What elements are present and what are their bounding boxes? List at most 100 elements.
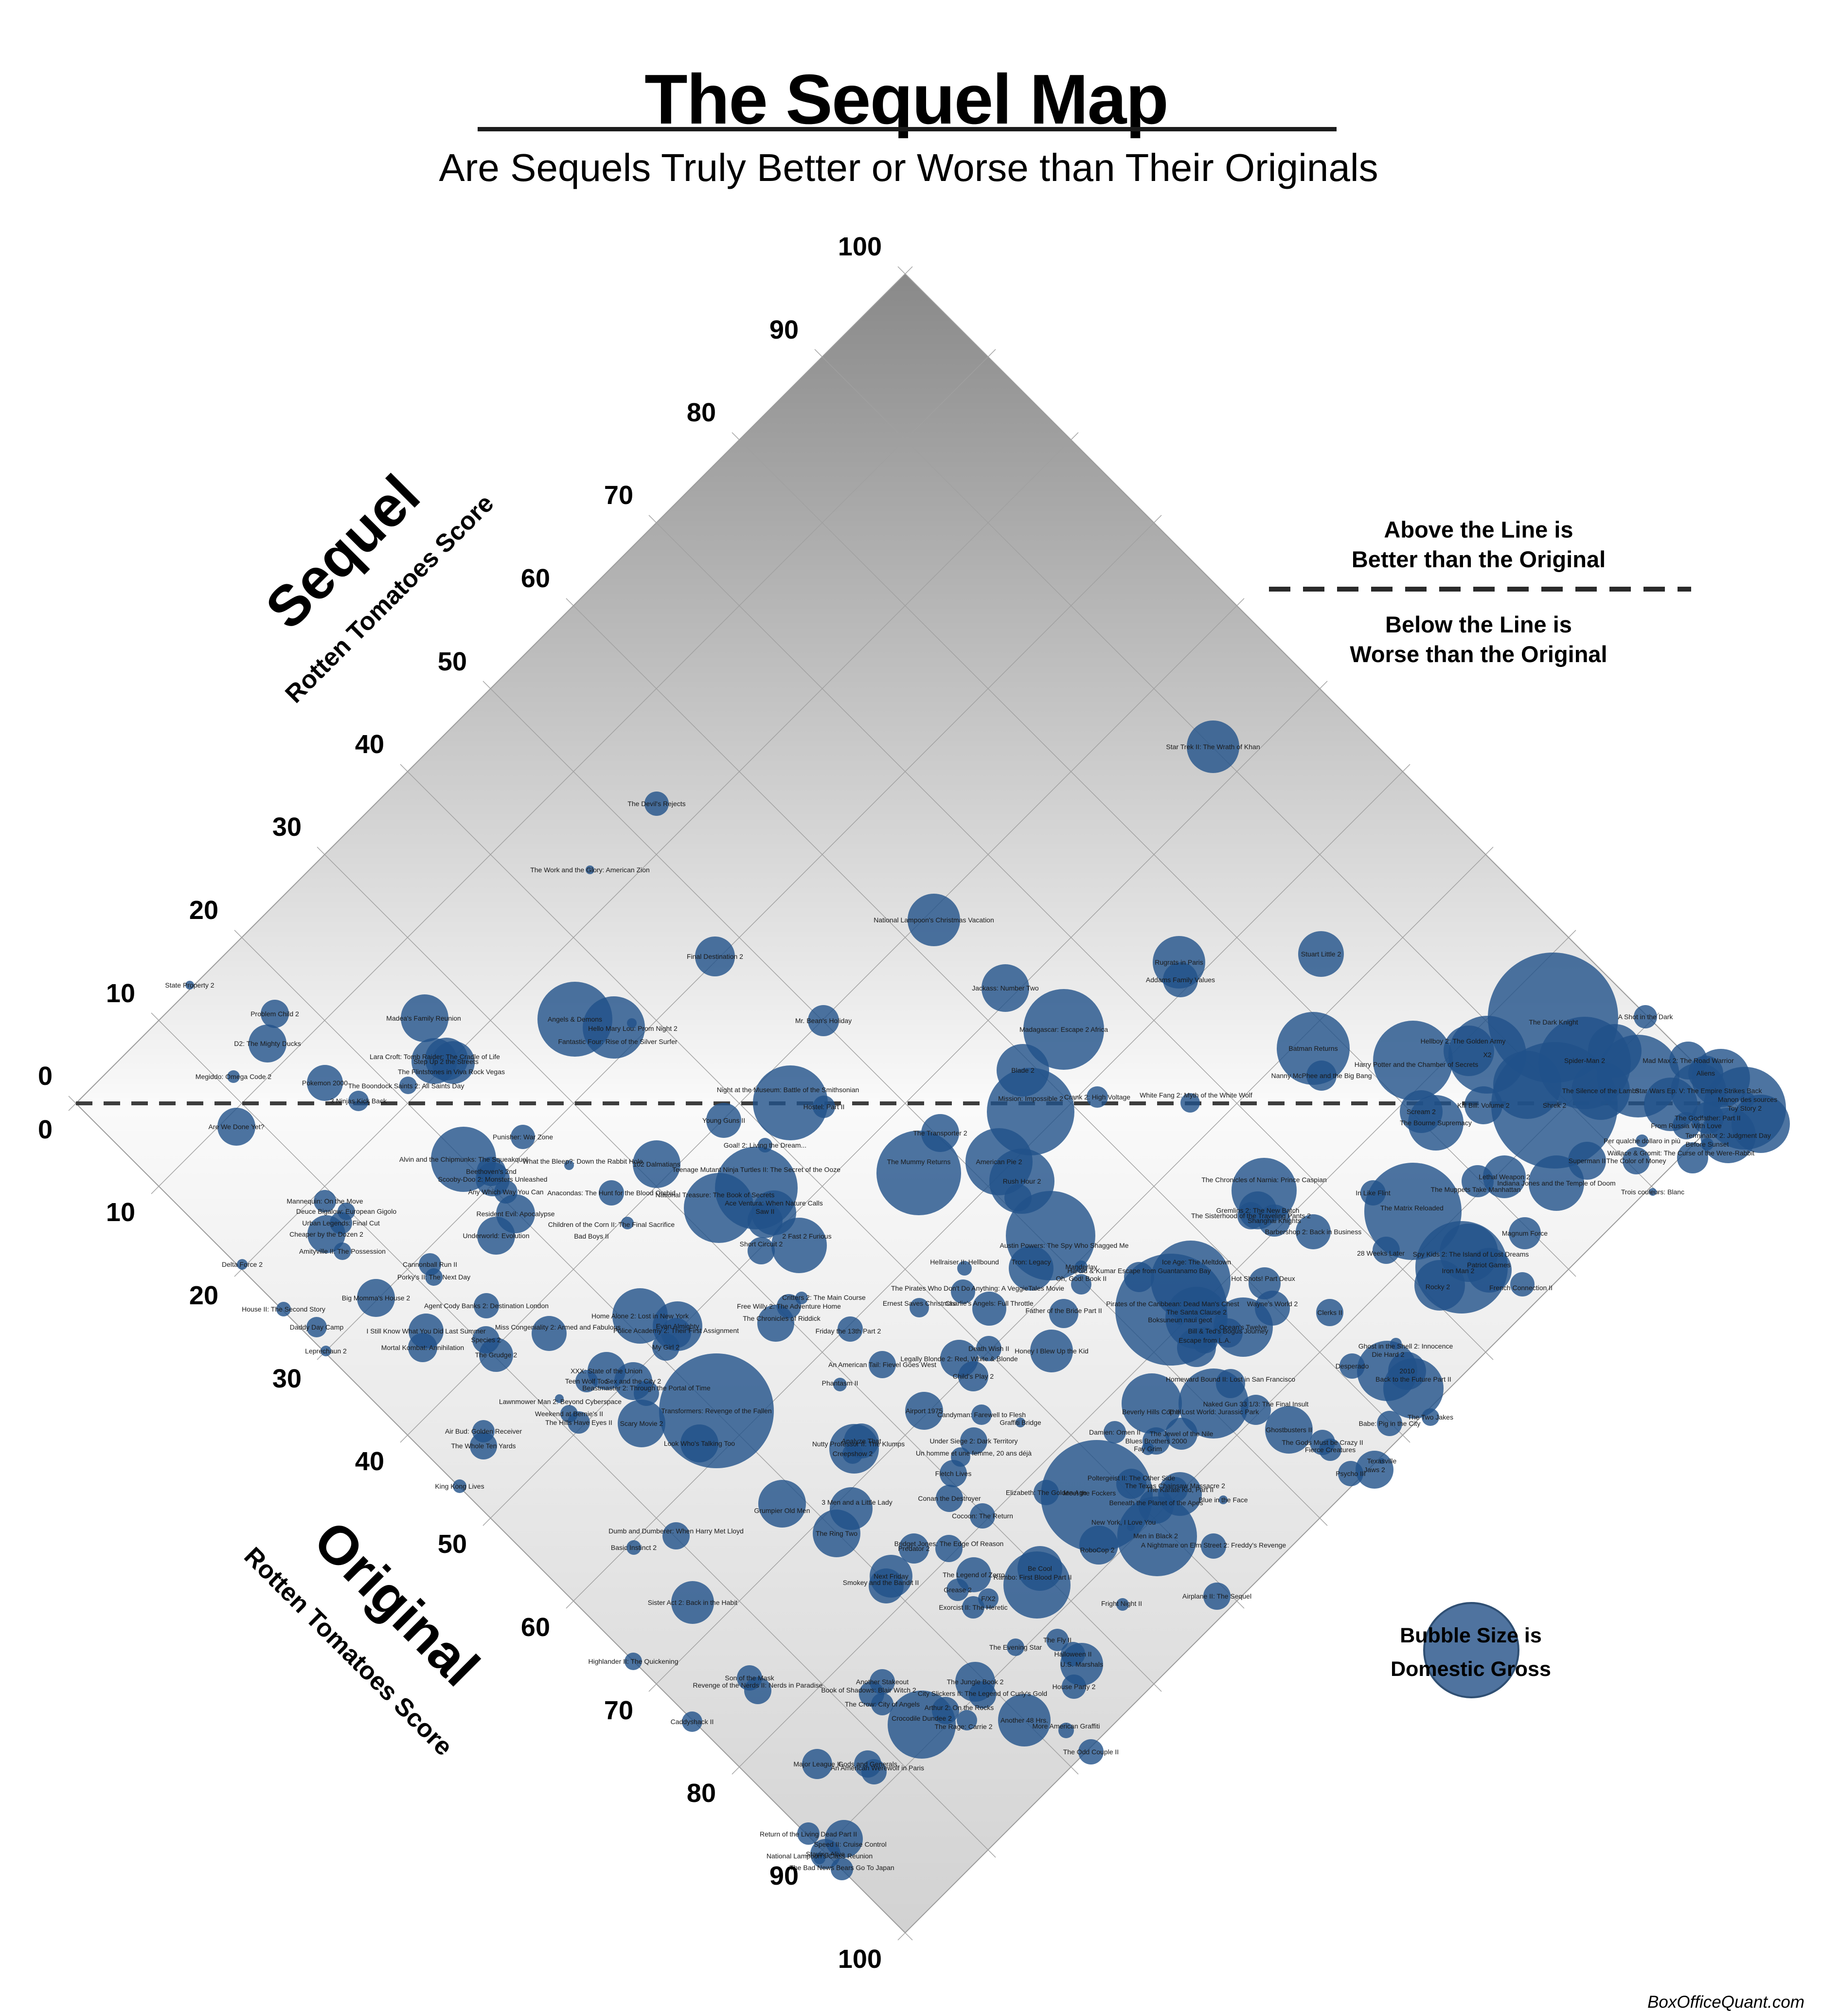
svg-text:Superman II: Superman II xyxy=(1569,1157,1606,1165)
svg-text:Spider-Man 2: Spider-Man 2 xyxy=(1564,1057,1605,1064)
svg-text:Major League II: Major League II xyxy=(793,1760,840,1768)
svg-text:Jackass: Number Two: Jackass: Number Two xyxy=(972,984,1039,992)
svg-text:Scary Movie 2: Scary Movie 2 xyxy=(620,1420,663,1427)
svg-text:Creepshow 2: Creepshow 2 xyxy=(833,1450,873,1458)
svg-text:National Lampoon's Christmas V: National Lampoon's Christmas Vacation xyxy=(874,916,994,924)
svg-text:Evan Almighty: Evan Almighty xyxy=(656,1322,699,1330)
svg-text:Elizabeth: The Golden Age: Elizabeth: The Golden Age xyxy=(1006,1489,1087,1496)
svg-text:Barbershop 2: Back in Business: Barbershop 2: Back in Business xyxy=(1265,1228,1361,1236)
svg-text:Austin Powers: The Spy Who Sha: Austin Powers: The Spy Who Shagged Me xyxy=(1000,1242,1128,1249)
svg-text:Nanny McPhee and the Big Bang: Nanny McPhee and the Big Bang xyxy=(1271,1072,1372,1080)
svg-text:Bad Boys II: Bad Boys II xyxy=(574,1232,609,1240)
svg-text:The Chronicles of Riddick: The Chronicles of Riddick xyxy=(743,1314,821,1322)
svg-text:Batman Returns: Batman Returns xyxy=(1288,1044,1338,1052)
svg-text:King Kong Lives: King Kong Lives xyxy=(435,1482,484,1490)
svg-text:XXX: State of the Union: XXX: State of the Union xyxy=(571,1367,643,1375)
svg-text:Mission: Impossible 2: Mission: Impossible 2 xyxy=(998,1095,1063,1102)
svg-text:Mr. Bean's Holiday: Mr. Bean's Holiday xyxy=(795,1017,852,1025)
svg-text:Desperado: Desperado xyxy=(1336,1362,1369,1370)
svg-text:Rambo: First Blood Part II: Rambo: First Blood Part II xyxy=(993,1573,1071,1581)
svg-text:BoxOfficeQuant.com: BoxOfficeQuant.com xyxy=(1647,1993,1804,2012)
svg-text:RoboCop 2: RoboCop 2 xyxy=(1080,1546,1115,1554)
svg-text:Worse than the Original: Worse than the Original xyxy=(1350,641,1607,667)
svg-text:Children of the Corn II: The F: Children of the Corn II: The Final Sacri… xyxy=(548,1221,675,1228)
svg-text:Die Hard 2: Die Hard 2 xyxy=(1372,1350,1405,1358)
svg-text:Under Siege 2: Dark Territory: Under Siege 2: Dark Territory xyxy=(929,1437,1018,1445)
svg-text:Ghost in the Shell 2: Innocenc: Ghost in the Shell 2: Innocence xyxy=(1358,1342,1453,1350)
svg-text:Nutty Professor II: The Klumps: Nutty Professor II: The Klumps xyxy=(812,1440,905,1448)
svg-text:Big Momma's House 2: Big Momma's House 2 xyxy=(342,1294,411,1302)
svg-text:Beverly Hills Cop III: Beverly Hills Cop III xyxy=(1122,1408,1181,1416)
svg-text:Young Guns II: Young Guns II xyxy=(702,1116,745,1124)
svg-text:Child's Play 2: Child's Play 2 xyxy=(953,1372,994,1380)
svg-text:Free Willy 2: The Adventure Ho: Free Willy 2: The Adventure Home xyxy=(737,1302,841,1310)
svg-text:Highlander II: The Quickening: Highlander II: The Quickening xyxy=(589,1657,678,1665)
svg-text:Another 48 Hrs.: Another 48 Hrs. xyxy=(1000,1716,1048,1724)
svg-text:The Chronicles of Narnia: Prin: The Chronicles of Narnia: Prince Caspian xyxy=(1201,1176,1327,1184)
svg-text:D2: The Mighty Ducks: D2: The Mighty Ducks xyxy=(234,1040,301,1047)
svg-text:The Boondock Saints 2: All Sai: The Boondock Saints 2: All Saints Day xyxy=(348,1082,464,1090)
svg-text:House II: The Second Story: House II: The Second Story xyxy=(242,1305,325,1313)
svg-text:Homeward Bound II: Lost in San: Homeward Bound II: Lost in San Francisco xyxy=(1166,1375,1295,1383)
svg-text:Ocean's Twelve: Ocean's Twelve xyxy=(1219,1323,1267,1331)
svg-text:Magnum Force: Magnum Force xyxy=(1502,1229,1548,1237)
svg-text:Star Trek II: The Wrath of Kha: Star Trek II: The Wrath of Khan xyxy=(1166,743,1260,751)
svg-text:From Russia With Love: From Russia With Love xyxy=(1651,1122,1722,1130)
svg-text:Home Alone 2: Lost in New York: Home Alone 2: Lost in New York xyxy=(591,1312,689,1320)
svg-text:Fletch Lives: Fletch Lives xyxy=(935,1470,972,1477)
svg-text:The Mummy Returns: The Mummy Returns xyxy=(887,1158,951,1166)
svg-text:Delta Force 2: Delta Force 2 xyxy=(222,1260,263,1268)
svg-text:Predator 2: Predator 2 xyxy=(898,1545,930,1552)
svg-text:Porky's II: The Next Day: Porky's II: The Next Day xyxy=(397,1273,470,1281)
svg-text:The Dark Knight: The Dark Knight xyxy=(1529,1018,1578,1026)
svg-text:Bubble Size is: Bubble Size is xyxy=(1400,1624,1542,1647)
svg-text:Candyman: Farewell to Flesh: Candyman: Farewell to Flesh xyxy=(937,1411,1026,1419)
svg-text:Staying Alive: Staying Alive xyxy=(806,1850,845,1858)
svg-text:Bridget Jones: The Edge Of Rea: Bridget Jones: The Edge Of Reason xyxy=(894,1540,1004,1548)
svg-text:Final Destination 2: Final Destination 2 xyxy=(687,953,743,960)
svg-text:Below the Line is: Below the Line is xyxy=(1385,612,1572,637)
svg-text:Punisher: War Zone: Punisher: War Zone xyxy=(493,1133,553,1141)
svg-text:Patriot Games: Patriot Games xyxy=(1467,1261,1510,1269)
svg-text:Psycho III: Psycho III xyxy=(1336,1470,1365,1477)
svg-text:Are We Done Yet?: Are We Done Yet? xyxy=(209,1123,265,1131)
svg-text:0: 0 xyxy=(38,1062,53,1091)
svg-text:Lawnmower Man 2: Beyond Cybers: Lawnmower Man 2: Beyond Cyberspace xyxy=(499,1398,622,1405)
svg-text:Hellraiser II: Hellbound: Hellraiser II: Hellbound xyxy=(930,1258,999,1266)
svg-text:Another Stakeout: Another Stakeout xyxy=(856,1678,909,1686)
svg-text:Rocky 2: Rocky 2 xyxy=(1426,1283,1450,1291)
svg-text:Miss Congeniality 2: Armed and: Miss Congeniality 2: Armed and Fabulous xyxy=(495,1323,621,1331)
svg-text:Daddy Day Camp: Daddy Day Camp xyxy=(290,1323,344,1331)
svg-text:The Legend of Zorro: The Legend of Zorro xyxy=(943,1571,1005,1579)
svg-text:Wayne's World 2: Wayne's World 2 xyxy=(1247,1300,1298,1308)
svg-text:Dumb and Dumberer: When Harry: Dumb and Dumberer: When Harry Met Lloyd xyxy=(608,1527,744,1535)
svg-text:X2: X2 xyxy=(1483,1051,1491,1059)
svg-text:Night at the Museum: Battle of: Night at the Museum: Battle of the Smith… xyxy=(717,1086,859,1094)
svg-text:80: 80 xyxy=(687,1779,716,1808)
svg-text:Airplane II: The Sequel: Airplane II: The Sequel xyxy=(1182,1592,1251,1600)
svg-text:A Nightmare on Elm Street 2: F: A Nightmare on Elm Street 2: Freddy's Re… xyxy=(1141,1541,1286,1549)
svg-text:The Muppets Take Manhattan: The Muppets Take Manhattan xyxy=(1431,1186,1521,1193)
svg-text:Escape from L.A.: Escape from L.A. xyxy=(1178,1336,1231,1344)
svg-text:Arthur 2: On the Rocks: Arthur 2: On the Rocks xyxy=(925,1704,994,1711)
svg-text:Charlie's Angels: Full Throttl: Charlie's Angels: Full Throttle xyxy=(945,1299,1034,1307)
svg-text:90: 90 xyxy=(769,315,799,344)
svg-text:Aliens: Aliens xyxy=(1696,1069,1715,1077)
svg-text:City Slickers II: The Legend o: City Slickers II: The Legend of Curly's … xyxy=(918,1690,1047,1697)
svg-text:Urban Legends: Final Cut: Urban Legends: Final Cut xyxy=(302,1219,380,1227)
svg-text:Ghostbusters II: Ghostbusters II xyxy=(1266,1426,1312,1434)
svg-text:Graffiti Bridge: Graffiti Bridge xyxy=(1000,1419,1041,1426)
svg-text:Pirates of the Caribbean: Dead: Pirates of the Caribbean: Dead Man's Che… xyxy=(1106,1300,1239,1308)
svg-text:Cocoon: The Return: Cocoon: The Return xyxy=(952,1512,1013,1520)
svg-text:Underworld: Evolution: Underworld: Evolution xyxy=(463,1232,530,1240)
svg-text:The Sisterhood of the Travelin: The Sisterhood of the Traveling Pants 2 xyxy=(1191,1212,1311,1220)
svg-text:Smokey and the Bandit II: Smokey and the Bandit II xyxy=(843,1579,919,1586)
svg-text:Return of the Living Dead Part: Return of the Living Dead Part II xyxy=(760,1830,857,1838)
svg-text:Anacondas: The Hunt for the Bl: Anacondas: The Hunt for the Blood Orchid xyxy=(547,1189,676,1197)
svg-text:Madea's Family Reunion: Madea's Family Reunion xyxy=(386,1014,461,1022)
svg-text:Pokemon 2000: Pokemon 2000 xyxy=(302,1079,348,1087)
svg-text:The Texas Chainsaw Massacre 2: The Texas Chainsaw Massacre 2 xyxy=(1125,1482,1225,1490)
svg-text:Mannequin: On the Move: Mannequin: On the Move xyxy=(286,1197,363,1205)
svg-text:Gods and Generals: Gods and Generals xyxy=(838,1760,897,1768)
svg-text:Boksuneun naui geot: Boksuneun naui geot xyxy=(1148,1316,1212,1324)
